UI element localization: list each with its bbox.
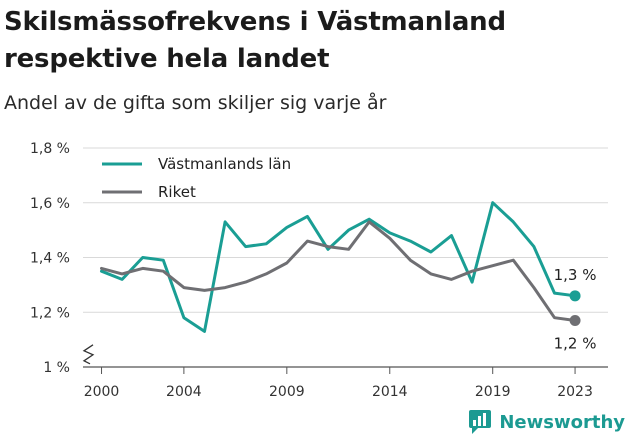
x-tick-label: 2009 [269, 384, 305, 400]
legend-label-0: Västmanlands län [158, 155, 291, 173]
y-tick-label: 1,4 % [30, 251, 70, 267]
y-tick-label: 1,6 % [30, 196, 70, 212]
x-tick-label: 2004 [166, 384, 202, 400]
series-end-point-0 [569, 290, 581, 302]
x-tick-label: 2019 [475, 384, 511, 400]
series-line-0 [100, 201, 577, 333]
series-lines [100, 201, 581, 333]
legend-label-1: Riket [158, 183, 196, 201]
newsworthy-logo-text: Newsworthy [499, 411, 625, 433]
end-label-0: 1,3 % [554, 266, 597, 284]
legend: Västmanlands län Riket [102, 155, 291, 201]
x-tick-label: 2000 [84, 384, 120, 400]
end-label-1: 1,2 % [554, 334, 597, 352]
y-tick-label: 1 % [43, 360, 70, 376]
x-tick-label: 2023 [557, 384, 593, 400]
newsworthy-logo-icon [469, 410, 492, 434]
y-tick-label: 1,8 % [30, 141, 70, 157]
end-labels: 1,3 % 1,2 % [554, 266, 597, 353]
chart-title: Skilsmässofrekvens i Västmanland respekt… [4, 7, 506, 74]
axis-break-icon [82, 344, 95, 365]
series-end-point-1 [569, 314, 581, 326]
y-tick-label: 1,2 % [30, 305, 70, 321]
chart-subtitle: Andel av de gifta som skiljer sig varje … [4, 92, 387, 114]
newsworthy-logo: Newsworthy [468, 409, 625, 435]
x-tick-label: 2014 [372, 384, 408, 400]
axes: 1 % 1,2 % 1,4 % 1,6 % 1,8 % 2000 2004 2009 2014 2… [30, 141, 593, 400]
gridlines [83, 147, 608, 368]
series-line-1 [100, 220, 577, 322]
